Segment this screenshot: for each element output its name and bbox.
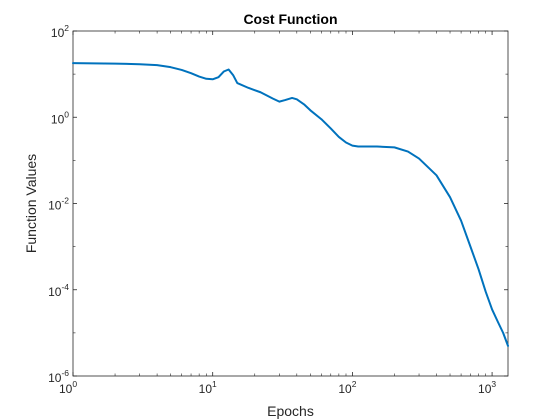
data-series: [72, 62, 509, 347]
data-point: [114, 63, 115, 64]
data-point: [279, 101, 280, 102]
data-point: [436, 175, 437, 176]
data-point: [352, 145, 353, 146]
data-point: [507, 345, 508, 346]
data-point: [338, 136, 339, 137]
data-point: [228, 69, 229, 70]
y-tick-label: 100: [51, 109, 69, 126]
data-point: [72, 63, 73, 64]
plot-area: [72, 30, 509, 377]
data-point: [296, 99, 297, 100]
data-point: [368, 146, 369, 147]
data-point: [199, 76, 200, 77]
data-point: [272, 98, 273, 99]
data-point: [407, 151, 408, 152]
data-point: [478, 269, 479, 270]
data-point: [233, 74, 234, 75]
y-axis-label: Function Values: [23, 154, 39, 253]
data-point: [170, 67, 171, 68]
data-point: [460, 220, 461, 221]
data-point: [223, 71, 224, 72]
data-point: [449, 197, 450, 198]
data-point: [237, 82, 238, 83]
axis-ticks: 100 101 102 103 10-6 10-4 10-2 100 102: [48, 23, 508, 396]
series-line-1: [72, 62, 509, 347]
x-tick-label: 102: [338, 379, 356, 396]
chart-title: Cost Function: [243, 11, 337, 27]
data-point: [181, 69, 182, 70]
data-point: [157, 64, 158, 65]
data-point: [497, 321, 498, 322]
data-point: [470, 246, 471, 247]
data-point: [394, 147, 395, 148]
y-tick-label: 10-6: [48, 368, 69, 385]
data-point: [206, 78, 207, 79]
data-point: [139, 64, 140, 65]
data-point: [303, 104, 304, 105]
data-point: [248, 87, 249, 88]
data-point: [376, 146, 377, 147]
x-tick-label: 101: [199, 379, 217, 396]
data-point: [291, 97, 292, 98]
data-point: [190, 73, 191, 74]
data-point: [218, 77, 219, 78]
data-point: [212, 79, 213, 80]
y-tick-label: 10-4: [48, 282, 69, 299]
x-tick-label: 103: [478, 379, 496, 396]
x-tick-label: 100: [59, 379, 77, 396]
data-point: [418, 158, 419, 159]
data-point: [345, 142, 346, 143]
data-point: [358, 146, 359, 147]
data-point: [260, 92, 261, 93]
data-point: [330, 128, 331, 129]
data-point: [503, 332, 504, 333]
data-point: [491, 309, 492, 310]
data-point: [321, 119, 322, 120]
y-tick-label: 10-2: [48, 196, 69, 213]
data-point: [485, 291, 486, 292]
x-axis-label: Epochs: [267, 403, 314, 419]
data-point: [285, 99, 286, 100]
data-point: [310, 110, 311, 111]
y-tick-label: 102: [51, 23, 69, 40]
